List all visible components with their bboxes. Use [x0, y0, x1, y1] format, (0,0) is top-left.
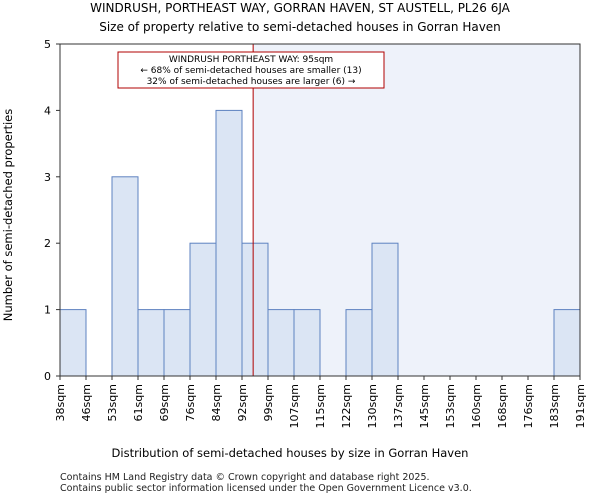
x-tick-label-38sqm: 38sqm	[54, 384, 67, 421]
bar-92sqm	[241, 242, 269, 377]
x-tick-label-176sqm: 176sqm	[522, 384, 535, 428]
annotation-line-2: ← 68% of semi-detached houses are smalle…	[140, 66, 361, 76]
y-tick-label-0: 0	[44, 370, 51, 383]
bar-130sqm	[371, 242, 399, 377]
y-tick-label-1: 1	[44, 304, 51, 317]
x-tick-label-84sqm: 84sqm	[210, 384, 223, 421]
chart-title: WINDRUSH, PORTHEAST WAY, GORRAN HAVEN, S…	[90, 1, 510, 15]
x-tick-label-145sqm: 145sqm	[418, 384, 431, 428]
x-tick-label-137sqm: 137sqm	[392, 384, 405, 428]
histogram-chart: WINDRUSH PORTHEAST WAY: 95sqm ← 68% of s…	[1, 38, 587, 460]
bar-61sqm	[137, 309, 165, 377]
x-tick-label-183sqm: 183sqm	[548, 384, 561, 428]
bar-76sqm	[189, 242, 217, 377]
bar-38sqm	[59, 309, 87, 377]
y-tick-label-3: 3	[44, 171, 51, 184]
bar-99sqm	[267, 309, 295, 377]
x-tick-label-76sqm: 76sqm	[184, 384, 197, 421]
bar-53sqm	[111, 176, 139, 377]
annotation-line-3: 32% of semi-detached houses are larger (…	[147, 77, 356, 87]
annotation-line-1: WINDRUSH PORTHEAST WAY: 95sqm	[169, 55, 333, 65]
bar-84sqm	[215, 109, 243, 377]
x-tick-label-191sqm: 191sqm	[574, 384, 587, 428]
annotation-frame	[117, 51, 385, 89]
y-axis-label: Number of semi-detached properties	[1, 109, 15, 321]
x-tick-label-115sqm: 115sqm	[314, 384, 327, 428]
x-tick-label-168sqm: 168sqm	[496, 384, 509, 428]
x-tick-label-99sqm: 99sqm	[262, 384, 275, 421]
footer-copyright: Contains HM Land Registry data © Crown c…	[60, 472, 430, 483]
bar-122sqm	[345, 309, 373, 377]
x-tick-label-160sqm: 160sqm	[470, 384, 483, 428]
x-axis-label: Distribution of semi-detached houses by …	[112, 446, 469, 460]
y-tick-label-5: 5	[44, 38, 51, 51]
x-tick-label-122sqm: 122sqm	[340, 384, 353, 428]
y-tick-label-4: 4	[44, 104, 51, 117]
x-tick-label-46sqm: 46sqm	[80, 384, 93, 421]
x-tick-label-107sqm: 107sqm	[288, 384, 301, 428]
bar-183sqm	[553, 309, 581, 377]
chart-subtitle: Size of property relative to semi-detach…	[99, 20, 501, 34]
x-tick-label-92sqm: 92sqm	[236, 384, 249, 421]
x-tick-label-130sqm: 130sqm	[366, 384, 379, 428]
x-tick-label-153sqm: 153sqm	[444, 384, 457, 428]
bar-107sqm	[293, 309, 321, 377]
x-tick-label-69sqm: 69sqm	[158, 384, 171, 421]
x-tick-label-53sqm: 53sqm	[106, 384, 119, 421]
y-tick-label-2: 2	[44, 237, 51, 250]
x-tick-label-61sqm: 61sqm	[132, 384, 145, 421]
bar-69sqm	[163, 309, 191, 377]
footer-licence: Contains public sector information licen…	[60, 483, 472, 494]
annotation-box: WINDRUSH PORTHEAST WAY: 95sqm ← 68% of s…	[117, 51, 385, 89]
